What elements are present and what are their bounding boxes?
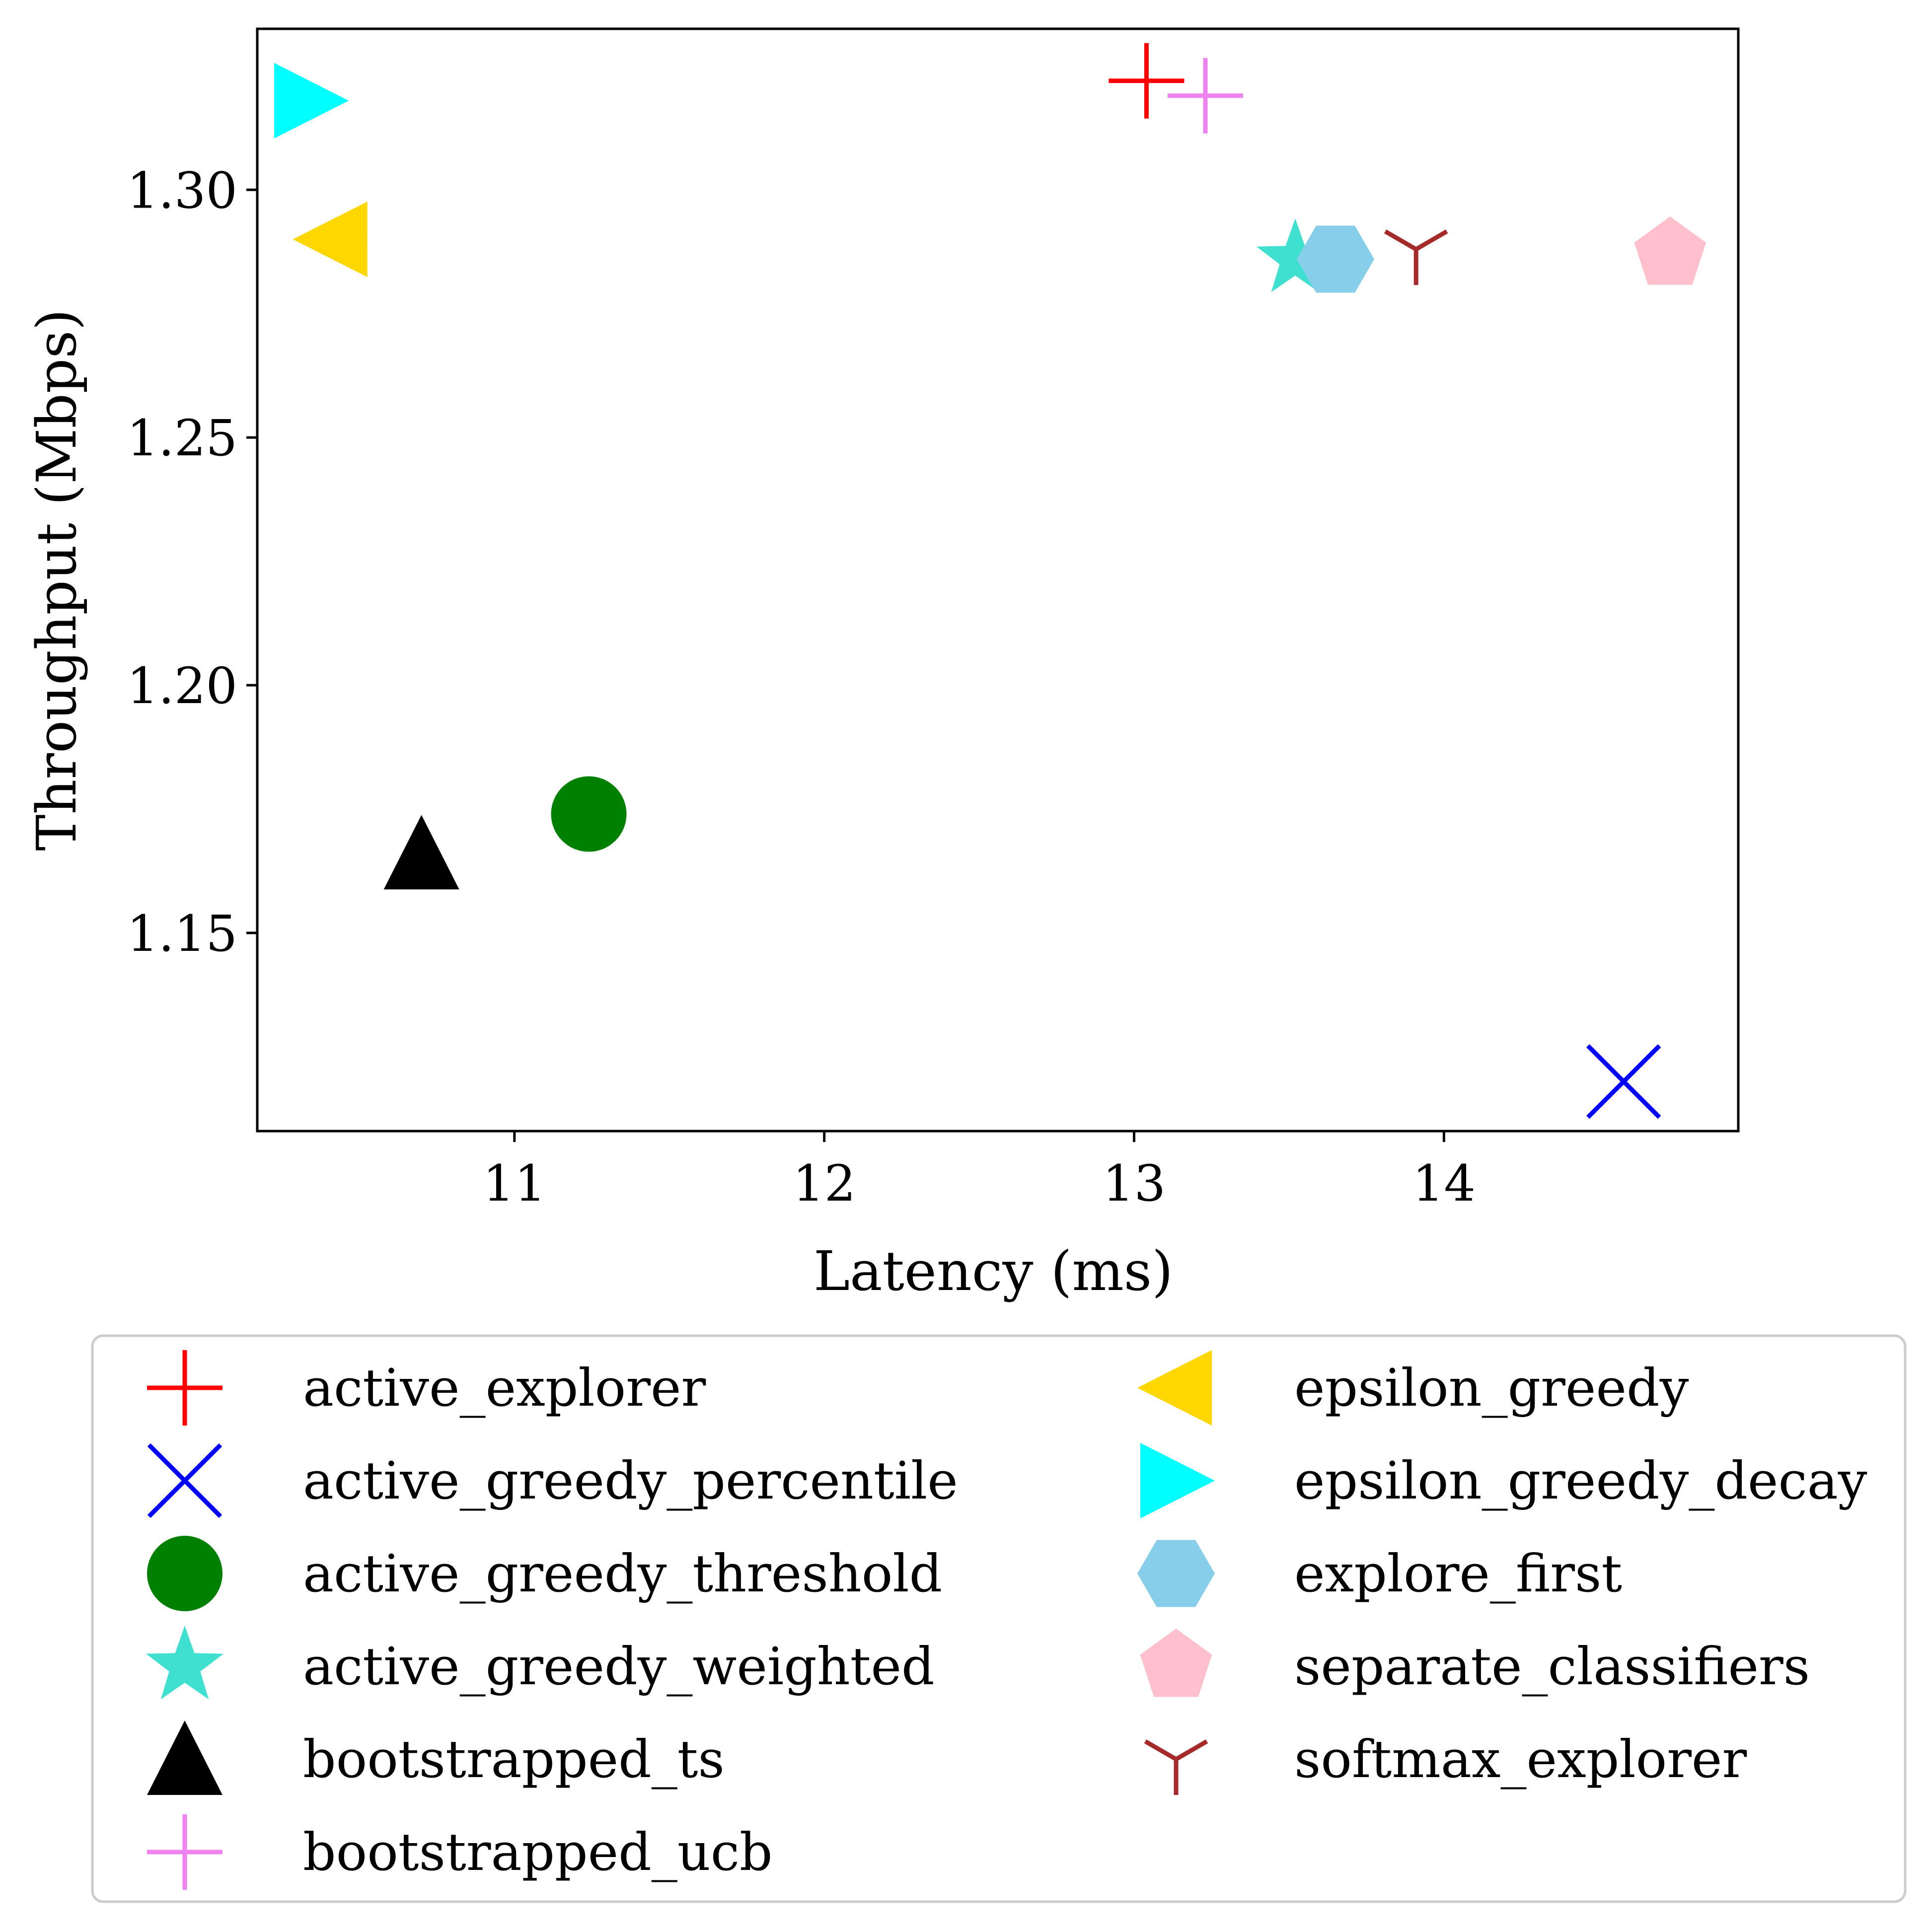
point-epsilon-greedy xyxy=(293,202,368,277)
legend-item: separate_classifiers xyxy=(1140,1629,1810,1697)
legend-frame xyxy=(91,1334,1907,1903)
legend-marker-active-greedy-threshold xyxy=(147,1536,223,1611)
y-tick-label: 1.25 xyxy=(127,409,237,467)
legend-item: active_explorer xyxy=(147,1350,706,1426)
legend-label: epsilon_greedy xyxy=(1294,1358,1689,1418)
legend-label: explore_first xyxy=(1294,1543,1622,1604)
legend-item: softmax_explorer xyxy=(1144,1729,1747,1795)
point-bootstrapped-ts xyxy=(383,815,459,890)
y-axis-title: Throughput (Mbps) xyxy=(25,309,88,851)
legend-label: bootstrapped_ts xyxy=(303,1729,725,1789)
legend-label: active_greedy_weighted xyxy=(303,1636,935,1697)
legend-marker-active-explorer xyxy=(147,1350,223,1426)
plot-area: 11 12 13 14 1.15 1.20 1.25 1.30 xyxy=(127,27,1740,1213)
y-tick-label: 1.30 xyxy=(127,161,237,219)
legend-marker-bootstrapped-ts xyxy=(147,1720,223,1795)
x-axis-ticks: 11 12 13 14 xyxy=(483,1131,1476,1213)
legend-item: explore_first xyxy=(1137,1540,1622,1607)
legend-item: bootstrapped_ts xyxy=(147,1720,725,1795)
legend-label: active_greedy_percentile xyxy=(303,1450,958,1511)
y-axis-ticks: 1.15 1.20 1.25 1.30 xyxy=(127,161,257,963)
x-tick-label: 14 xyxy=(1412,1154,1476,1213)
legend-items: active_explorer active_greedy_percentilea… xyxy=(146,1350,1867,1890)
point-active-greedy-weighted xyxy=(1256,218,1334,292)
legend-marker-separate-classifiers xyxy=(1140,1629,1212,1697)
legend-marker-epsilon-greedy xyxy=(1137,1350,1212,1426)
point-active-explorer xyxy=(1109,43,1185,119)
legend-marker-softmax-explorer xyxy=(1144,1739,1208,1795)
point-epsilon-greedy-decay xyxy=(274,63,349,139)
legend: active_explorer active_greedy_percentilea… xyxy=(91,1334,1907,1903)
point-softmax-explorer xyxy=(1384,229,1448,285)
legend-item: epsilon_greedy xyxy=(1137,1350,1689,1426)
x-tick-label: 11 xyxy=(483,1154,546,1213)
y-tick-label: 1.20 xyxy=(127,657,237,715)
point-explore-first xyxy=(1297,225,1374,293)
legend-label: epsilon_greedy_decay xyxy=(1294,1450,1867,1511)
legend-label: active_greedy_threshold xyxy=(303,1543,942,1604)
legend-label: bootstrapped_ucb xyxy=(303,1822,773,1882)
legend-item: bootstrapped_ucb xyxy=(147,1814,773,1890)
point-bootstrapped-ucb xyxy=(1168,58,1243,134)
plot-frame xyxy=(256,27,1740,1133)
legend-marker-bootstrapped-ucb xyxy=(147,1814,223,1890)
legend-label: softmax_explorer xyxy=(1294,1729,1747,1789)
legend-item: active_greedy_percentile xyxy=(147,1443,958,1518)
legend-label: active_explorer xyxy=(303,1358,706,1418)
x-axis-title: Latency (ms) xyxy=(814,1239,1173,1303)
legend-marker-active-greedy-percentile xyxy=(147,1443,223,1518)
data-markers xyxy=(274,43,1706,1119)
point-separate-classifiers xyxy=(1634,216,1706,285)
legend-marker-active-greedy-weighted xyxy=(146,1626,223,1700)
point-active-greedy-percentile xyxy=(1586,1044,1661,1119)
legend-item: epsilon_greedy_decay xyxy=(1140,1443,1867,1518)
legend-marker-epsilon-greedy-decay xyxy=(1140,1443,1215,1518)
legend-item: active_greedy_weighted xyxy=(146,1626,935,1700)
legend-label: separate_classifiers xyxy=(1294,1636,1810,1697)
x-tick-label: 12 xyxy=(793,1154,856,1213)
legend-marker-explore-first xyxy=(1137,1540,1215,1607)
point-active-greedy-threshold xyxy=(551,776,627,852)
y-tick-label: 1.15 xyxy=(127,905,237,963)
x-tick-label: 13 xyxy=(1103,1154,1166,1213)
legend-item: active_greedy_threshold xyxy=(147,1536,942,1611)
